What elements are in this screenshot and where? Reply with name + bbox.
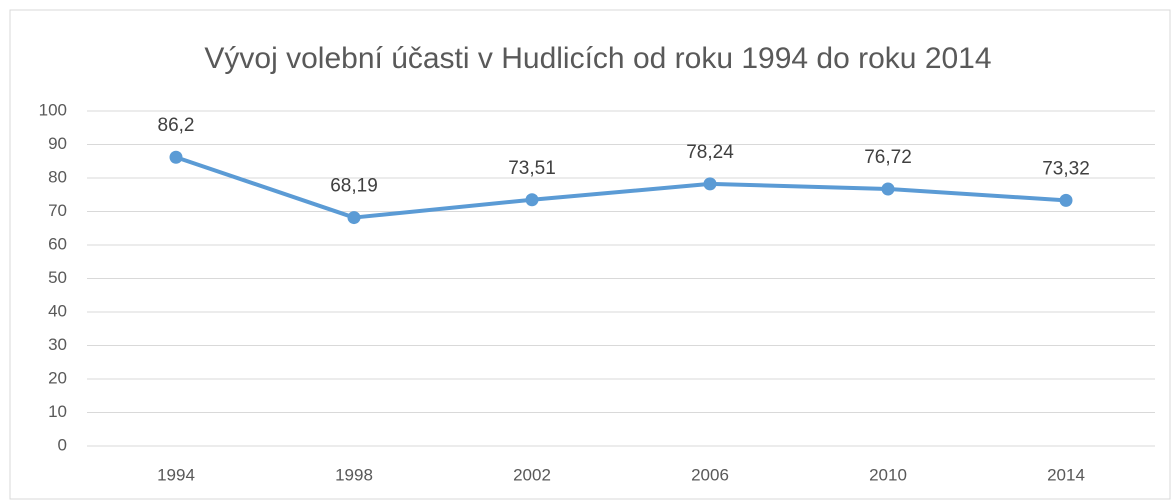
- x-tick-label: 1998: [335, 465, 373, 484]
- line: [175, 155, 1067, 220]
- chart-border: [9, 9, 1171, 500]
- y-tick-label: 100: [39, 100, 67, 119]
- y-tick-label: 30: [48, 335, 67, 354]
- x-tick-label: 2010: [869, 465, 907, 484]
- y-tick-label: 50: [48, 268, 67, 287]
- y-tick-label: 90: [48, 134, 67, 153]
- data-label: 76,72: [864, 147, 912, 168]
- x-tick-label: 2014: [1047, 465, 1085, 484]
- marker: [525, 193, 539, 207]
- marker: [881, 182, 895, 196]
- marker: [703, 177, 717, 191]
- marker: [169, 150, 183, 164]
- y-tick-label: 0: [58, 435, 67, 454]
- y-tick-label: 60: [48, 234, 67, 253]
- chart-title: Vývoj volební účasti v Hudlicích od roku…: [204, 42, 991, 75]
- data-label: 73,32: [1042, 158, 1090, 179]
- x-tick-label: 2006: [691, 465, 729, 484]
- y-tick-label: 80: [48, 167, 67, 186]
- y-tick-label: 40: [48, 301, 67, 320]
- y-tick-label: 20: [48, 368, 67, 387]
- data-label: 86,2: [158, 115, 195, 136]
- data-label: 73,51: [508, 158, 556, 179]
- data-label: 68,19: [330, 176, 378, 197]
- data-label: 78,24: [686, 142, 734, 163]
- marker: [1059, 193, 1073, 207]
- marker: [347, 211, 361, 225]
- y-tick-label: 70: [48, 201, 67, 220]
- x-tick-label: 1994: [157, 465, 195, 484]
- x-tick-label: 2002: [513, 465, 551, 484]
- y-tick-label: 10: [48, 402, 67, 421]
